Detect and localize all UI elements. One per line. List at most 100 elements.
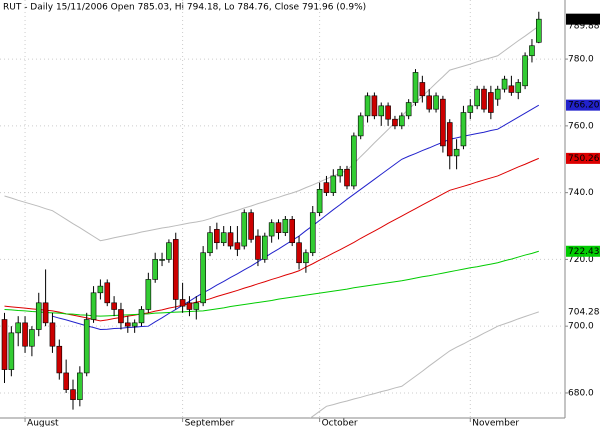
candle-body (172, 239, 179, 300)
candle-body (412, 72, 419, 103)
candle-body (303, 252, 309, 264)
x-tick-label: September (185, 419, 235, 427)
candle-body (56, 345, 63, 374)
value-box (566, 13, 600, 25)
candle-body (275, 222, 282, 234)
candle-body (35, 302, 42, 330)
candle-body (440, 98, 446, 147)
candle-body (453, 148, 460, 157)
candle-body (494, 88, 501, 100)
candle-body (419, 82, 426, 97)
candle-body (426, 95, 433, 110)
candle-body (522, 55, 528, 87)
candle-body (42, 302, 49, 324)
candle-body (398, 115, 405, 127)
candle-body (49, 322, 56, 347)
value-label: 750.262 (568, 154, 600, 164)
candle-body (392, 118, 398, 127)
candle-body (316, 189, 323, 213)
y-tick-label: 780.0 (568, 55, 594, 65)
x-tick-label: November (472, 419, 519, 427)
candle-body (248, 212, 254, 240)
candle-body (166, 242, 172, 260)
y-tick-label: 740.0 (568, 188, 594, 198)
candle-body (296, 242, 302, 264)
candle-body (481, 88, 487, 110)
candle-body (371, 95, 378, 117)
candle-body (145, 279, 152, 310)
candle-body (8, 332, 15, 370)
candle-body (289, 219, 296, 244)
candle-body (351, 135, 357, 187)
candle-body (364, 95, 371, 117)
candle-body (22, 322, 28, 347)
value-box (566, 99, 600, 111)
value-label: 791.96 (568, 15, 600, 25)
candle-body (90, 292, 97, 320)
candle-body (77, 372, 83, 400)
candle-body (529, 45, 535, 57)
candle-body (385, 105, 391, 120)
candle-body (159, 259, 165, 261)
candle-body (227, 232, 234, 247)
candle-body (330, 175, 337, 193)
candle-body (1, 319, 8, 370)
candle-body (501, 78, 508, 90)
x-tick-label: August (27, 419, 59, 427)
line (309, 311, 539, 418)
candle-body (344, 168, 350, 187)
candle-body (118, 309, 124, 324)
candle-body (220, 232, 227, 244)
candle-body (535, 18, 542, 43)
candle-body (234, 242, 241, 250)
candle-body (131, 322, 138, 327)
candle-body (179, 299, 186, 307)
candle-body (97, 285, 104, 294)
candle-body (378, 105, 385, 117)
candle-body (186, 302, 193, 310)
candle-body (268, 222, 275, 237)
value-label: 722.439 (568, 247, 600, 257)
value-box (566, 152, 600, 164)
candle-body (152, 259, 158, 280)
candle-body (433, 95, 439, 110)
candle-body (474, 88, 480, 107)
candle-body (15, 322, 21, 334)
candle-body (63, 372, 69, 390)
candle-body (83, 319, 90, 374)
y-tick-label: 720.0 (568, 255, 594, 265)
candle-body (207, 232, 213, 254)
candle-body (193, 302, 200, 310)
value-box (566, 245, 600, 257)
value-label: 704.284 (568, 307, 600, 317)
candle-body (337, 168, 343, 177)
candle-body (515, 82, 522, 93)
y-tick-label: 680.0 (568, 388, 594, 398)
candle-body (282, 219, 289, 234)
plot (1, 11, 542, 418)
value-label: 789.887 (568, 22, 600, 32)
y-tick-label: 700.0 (568, 322, 594, 332)
line (4, 25, 540, 242)
candle-body (309, 212, 316, 254)
candle-body (111, 302, 117, 310)
candle-body (214, 229, 220, 244)
candle-body (508, 85, 515, 93)
chart-title: RUT - Daily 15/11/2006 Open 785.03, Hi 7… (3, 3, 366, 13)
candle-body (460, 112, 467, 147)
value-box (566, 20, 600, 32)
candle-body (323, 182, 330, 193)
candle-body (104, 282, 111, 304)
candle-body (446, 122, 453, 157)
candle-body (467, 105, 474, 113)
x-tick-label: October (322, 419, 358, 427)
candle-body (241, 212, 248, 247)
candle-body (29, 329, 35, 347)
candle-body (261, 235, 268, 260)
candle-body (405, 102, 412, 117)
value-box (566, 306, 600, 318)
candle-body (200, 252, 206, 304)
y-tick-label: 760.0 (568, 121, 594, 131)
candle-body (488, 92, 494, 113)
